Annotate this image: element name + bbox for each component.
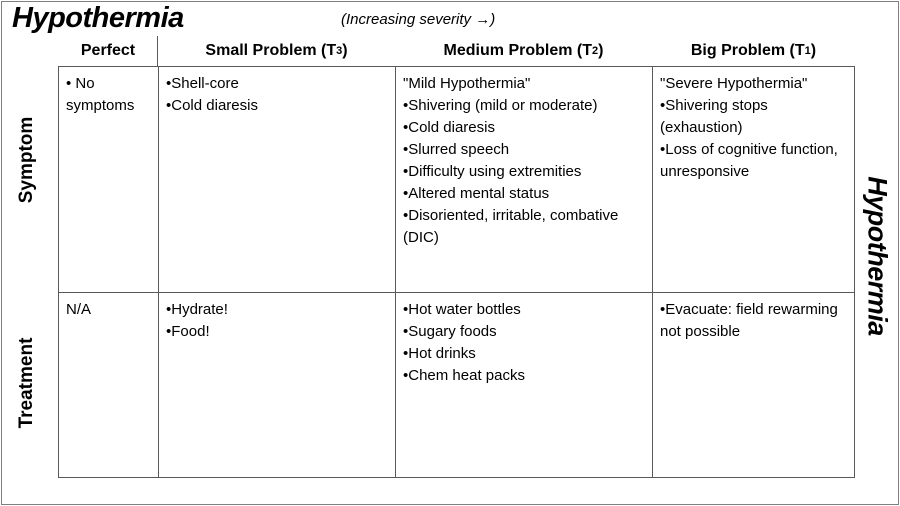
cell-symptom-big: "Severe Hypothermia" •Shivering stops (e… <box>653 67 854 293</box>
cell-symptom-medium: "Mild Hypothermia" •Shivering (mild or m… <box>396 67 653 293</box>
right-side-label: Hypothermia <box>862 176 893 336</box>
page-title: Hypothermia <box>12 2 184 34</box>
cell-symptom-perfect: • No symptoms <box>59 67 159 293</box>
column-header-close: ) <box>598 42 604 59</box>
row-header-treatment: Treatment <box>16 337 37 429</box>
column-header-text: Medium Problem (T <box>443 42 592 59</box>
cell-treatment-perfect: N/A <box>59 293 159 477</box>
column-header-text: Small Problem (T <box>205 42 337 59</box>
cell-symptom-small: •Shell-core •Cold diaresis <box>159 67 396 293</box>
cell-treatment-small: •Hydrate! •Food! <box>159 293 396 477</box>
column-header-text: Perfect <box>80 42 136 59</box>
column-header-big-problem: Big Problem (T 1) <box>690 42 817 59</box>
severity-note: (Increasing severity →) <box>341 11 496 28</box>
header-divider-line <box>157 36 158 67</box>
row-header-symptom: Symptom <box>16 116 37 204</box>
column-header-perfect: Perfect <box>58 37 158 65</box>
column-header-close: ) <box>810 42 817 59</box>
column-header-text: Big Problem (T <box>690 42 805 59</box>
cell-treatment-medium: •Hot water bottles •Sugary foods •Hot dr… <box>396 293 653 477</box>
cell-treatment-big: •Evacuate: field rewarming not possible <box>660 301 838 340</box>
column-header-close: ) <box>342 42 348 59</box>
column-header-medium-problem: Medium Problem (T 2) <box>443 42 604 59</box>
column-header-small-problem: Small Problem (T 3) <box>205 42 348 59</box>
hypothermia-table: • No symptoms •Shell-core •Cold diaresis… <box>58 66 855 478</box>
